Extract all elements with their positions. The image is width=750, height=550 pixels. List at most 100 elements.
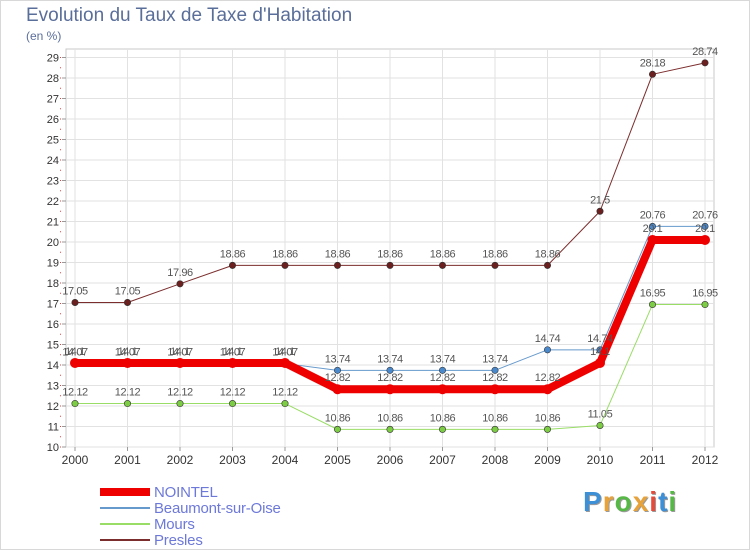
data-point <box>438 425 446 433</box>
y-tick-label: 13 <box>47 381 59 393</box>
data-label: 18.86 <box>272 248 298 260</box>
data-label: 12.12 <box>167 387 193 399</box>
data-label: 14.1 <box>118 346 138 358</box>
proxiti-logo: Proxiti <box>583 486 677 518</box>
data-point <box>543 346 551 354</box>
data-label: 20.1 <box>695 223 715 235</box>
data-label: 11.05 <box>588 408 613 420</box>
data-point <box>542 384 553 395</box>
data-point <box>438 261 446 269</box>
data-label: 14.1 <box>170 346 190 358</box>
data-point <box>386 366 394 374</box>
y-tick-label: 28 <box>47 73 59 85</box>
data-point <box>491 366 499 374</box>
logo-letter: o <box>614 486 633 517</box>
data-label: 10.86 <box>377 412 403 424</box>
legend-item: NOINTEL <box>100 483 281 501</box>
y-tick-label: 22 <box>47 196 59 208</box>
y-tick-label: 20 <box>47 237 59 249</box>
logo-letter: i <box>649 486 659 517</box>
x-tick-label: 2008 <box>482 453 509 467</box>
data-point <box>648 222 656 230</box>
legend-item: Beaumont-sur-Oise <box>100 500 281 517</box>
x-tick-label: 2011 <box>640 453 666 467</box>
data-point <box>281 400 289 408</box>
y-tick-label: 23 <box>47 176 59 188</box>
data-label: 18.86 <box>220 248 246 260</box>
y-tick-label: 24 <box>47 155 59 167</box>
data-label: 12.82 <box>325 372 351 384</box>
data-label: 10.86 <box>430 412 456 424</box>
data-label: 20.1 <box>643 223 663 235</box>
legend-label: Presles <box>154 531 203 549</box>
data-label: 16.95 <box>640 288 666 300</box>
unit-label: (en %) <box>26 29 62 43</box>
data-label: 14.07 <box>115 347 141 359</box>
data-point <box>280 357 290 368</box>
x-tick-label: 2004 <box>272 453 299 467</box>
data-point <box>227 357 238 368</box>
x-tick-label: 2000 <box>62 453 89 467</box>
data-label: 13.74 <box>482 353 508 365</box>
y-tick-label: 21 <box>47 217 59 229</box>
x-tick-label: 2002 <box>167 453 194 467</box>
y-tick-label: 17 <box>47 299 59 311</box>
chart-title: Evolution du Taux de Taxe d'Habitation <box>26 5 353 26</box>
logo-letter: P <box>583 486 603 517</box>
data-point <box>229 400 237 408</box>
data-label: 18.86 <box>377 248 403 260</box>
data-label: 17.05 <box>62 285 88 297</box>
data-point <box>386 261 394 269</box>
data-point <box>595 357 605 368</box>
legend-item: Presles <box>100 531 281 549</box>
y-tick-label: 27 <box>47 94 59 106</box>
data-point <box>596 207 604 215</box>
data-label: 12.82 <box>430 372 456 384</box>
data-label: 14.1 <box>223 346 243 358</box>
data-label: 12.82 <box>535 372 561 384</box>
legend-item: Mours <box>100 515 281 533</box>
data-point <box>122 357 133 368</box>
data-label: 21.5 <box>590 194 610 206</box>
data-point <box>333 261 341 269</box>
data-point <box>490 384 500 395</box>
y-tick-label: 25 <box>47 135 59 147</box>
data-label: 12.12 <box>272 387 298 399</box>
data-point <box>386 425 394 433</box>
y-tick-label: 11 <box>48 422 59 434</box>
data-point <box>543 261 551 269</box>
y-tick-label: 10 <box>47 442 59 454</box>
x-tick-label: 2007 <box>429 453 456 467</box>
data-label: 14.07 <box>167 347 193 359</box>
data-point <box>229 261 237 269</box>
data-point <box>71 400 79 408</box>
legend-label: NOINTEL <box>154 483 218 501</box>
data-label: 14.1 <box>65 346 85 358</box>
data-label: 13.74 <box>325 353 351 365</box>
data-point <box>281 261 289 269</box>
data-point <box>385 384 395 395</box>
x-tick-label: 2001 <box>114 453 141 467</box>
data-point <box>333 425 341 433</box>
y-tick-label: 16 <box>47 319 59 331</box>
data-label: 12.12 <box>220 387 246 399</box>
data-point <box>491 425 499 433</box>
data-label: 14.74 <box>587 333 613 345</box>
legend-label: Mours <box>154 515 195 533</box>
logo-letter: i <box>668 486 678 517</box>
data-label: 20.76 <box>640 209 666 221</box>
y-tick-label: 15 <box>47 340 59 352</box>
data-label: 18.86 <box>325 248 351 260</box>
data-point <box>701 59 709 67</box>
data-label: 10.86 <box>535 412 561 424</box>
data-point <box>175 357 185 368</box>
data-point <box>332 384 343 395</box>
data-label: 17.96 <box>167 267 193 279</box>
data-label: 12.82 <box>377 372 403 384</box>
data-point <box>333 366 341 374</box>
data-label: 16.95 <box>692 288 718 300</box>
data-point <box>124 400 132 408</box>
data-label: 12.82 <box>482 372 508 384</box>
logo-letter: r <box>602 486 615 517</box>
